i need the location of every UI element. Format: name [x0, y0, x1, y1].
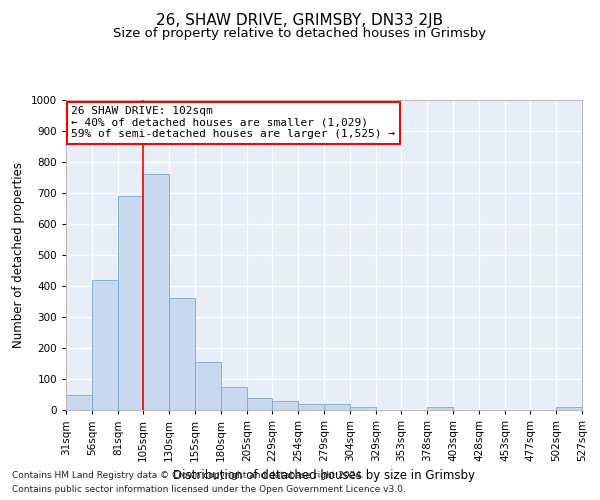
Bar	[427, 407, 453, 410]
Bar	[143, 174, 169, 410]
Bar	[272, 402, 298, 410]
Bar	[247, 398, 272, 410]
Bar	[324, 404, 350, 410]
X-axis label: Distribution of detached houses by size in Grimsby: Distribution of detached houses by size …	[173, 470, 475, 482]
Text: Contains HM Land Registry data © Crown copyright and database right 2024.: Contains HM Land Registry data © Crown c…	[12, 470, 364, 480]
Text: 26, SHAW DRIVE, GRIMSBY, DN33 2JB: 26, SHAW DRIVE, GRIMSBY, DN33 2JB	[157, 12, 443, 28]
Bar	[66, 394, 92, 410]
Text: Size of property relative to detached houses in Grimsby: Size of property relative to detached ho…	[113, 28, 487, 40]
Bar	[298, 404, 324, 410]
Bar	[169, 298, 195, 410]
Bar	[221, 387, 247, 410]
Text: 26 SHAW DRIVE: 102sqm
← 40% of detached houses are smaller (1,029)
59% of semi-d: 26 SHAW DRIVE: 102sqm ← 40% of detached …	[71, 106, 395, 140]
Bar	[350, 407, 376, 410]
Bar	[195, 362, 221, 410]
Bar	[118, 196, 143, 410]
Bar	[556, 407, 582, 410]
Y-axis label: Number of detached properties: Number of detached properties	[12, 162, 25, 348]
Text: Contains public sector information licensed under the Open Government Licence v3: Contains public sector information licen…	[12, 486, 406, 494]
Bar	[92, 280, 118, 410]
